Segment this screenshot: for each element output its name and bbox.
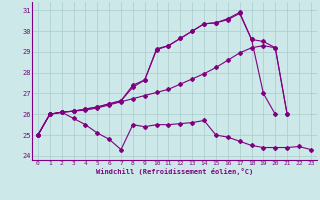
X-axis label: Windchill (Refroidissement éolien,°C): Windchill (Refroidissement éolien,°C) (96, 168, 253, 175)
